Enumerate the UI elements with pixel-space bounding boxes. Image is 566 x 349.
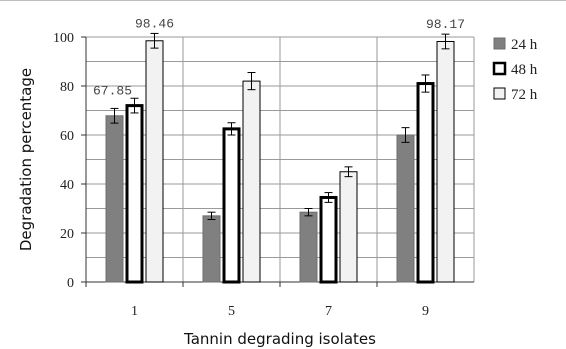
bar-24h-isolate-1 [105, 115, 124, 283]
y-tick-label: 20 [60, 227, 74, 242]
bar-72h-isolate-1 [145, 40, 164, 283]
y-tick-label: 80 [60, 80, 74, 95]
legend-swatch-72h [493, 87, 506, 100]
legend-label: 48 h [511, 62, 538, 78]
y-tick-label: 100 [53, 31, 74, 46]
bar-72h-isolate-5 [242, 80, 261, 283]
legend-label: 24 h [511, 37, 538, 53]
bar-24h-isolate-7 [299, 211, 318, 283]
y-tick-label: 60 [60, 129, 74, 144]
bar-48h-isolate-1 [125, 104, 144, 284]
x-tick-label: 5 [228, 304, 235, 319]
x-tick-label: 7 [325, 304, 332, 319]
x-tick-label: 1 [131, 304, 138, 319]
bar-24h-isolate-9 [396, 134, 415, 283]
figure-border [0, 0, 566, 1]
bar-72h-isolate-9 [436, 40, 455, 283]
bar-24h-isolate-5 [202, 215, 221, 283]
legend-label: 72 h [511, 87, 538, 103]
data-label: 98.17 [426, 17, 465, 32]
x-tick-label: 9 [422, 304, 429, 319]
legend-swatch-48h [492, 61, 507, 76]
x-axis-title: Tannin degrading isolates [183, 330, 376, 348]
data-label: 67.85 [93, 83, 132, 98]
bar-48h-isolate-7 [319, 195, 338, 284]
legend-swatch-24h [493, 37, 506, 50]
y-tick-label: 40 [60, 178, 74, 193]
bar-48h-isolate-9 [416, 82, 435, 284]
bar-48h-isolate-5 [222, 127, 241, 284]
y-tick-label: 0 [67, 276, 74, 291]
data-label: 98.46 [135, 16, 174, 31]
y-axis-title: Degradation percentage [17, 68, 35, 251]
bar-72h-isolate-7 [339, 171, 358, 283]
